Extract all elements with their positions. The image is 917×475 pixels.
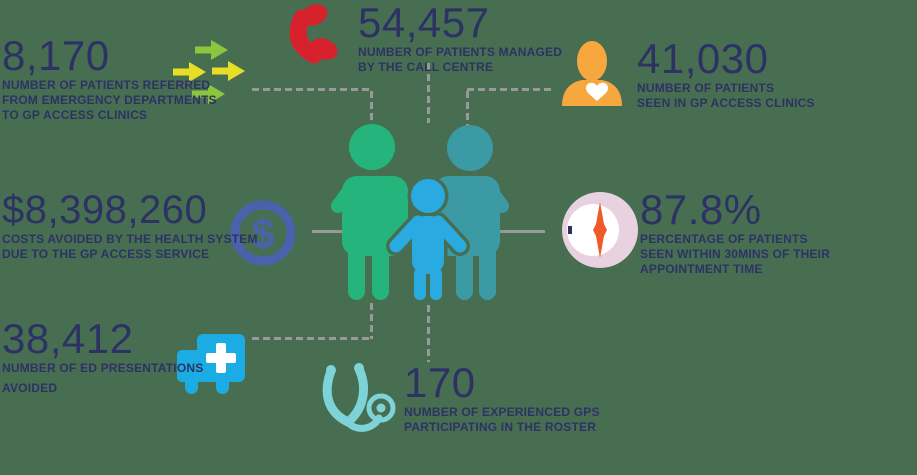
label-line: AVOIDED <box>2 381 58 395</box>
stat-costs-avoided-value: $8,398,260 <box>2 188 208 232</box>
label-line: NUMBER OF ED PRESENTATIONS <box>2 361 204 375</box>
dollar-symbol: $ <box>251 210 274 257</box>
adult-teal-figure <box>434 125 509 300</box>
label-line: PARTICIPATING IN THE ROSTER <box>404 420 597 434</box>
stat-patients-seen-label: NUMBER OF PATIENTS SEEN IN GP ACCESS CLI… <box>637 81 815 111</box>
stat-ed-avoided-value: 38,412 <box>2 315 134 362</box>
connector-callcentre-v <box>427 63 430 123</box>
stat-ed-avoided-label: NUMBER OF ED PRESENTATIONS AVOIDED <box>2 361 203 396</box>
label-line: NUMBER OF PATIENTS REFERRED <box>2 78 211 92</box>
label-line: BY THE CALL CENTRE <box>358 60 494 74</box>
label-line: DUE TO THE GP ACCESS SERVICE <box>2 247 210 261</box>
connector-gps-v <box>427 305 430 362</box>
dollar-coin-icon: $ <box>230 200 296 266</box>
connector-patients-h <box>467 88 552 91</box>
stat-costs-avoided-label: COSTS AVOIDED BY THE HEALTH SYSTEM DUE T… <box>2 232 258 262</box>
patient-heart-icon <box>562 41 622 106</box>
connector-referrals-h <box>252 88 372 91</box>
connector-referrals-v <box>370 91 373 124</box>
stat-costs-avoided: $8,398,260 COSTS AVOIDED BY THE HEALTH S… <box>2 188 258 262</box>
stat-referrals-label: NUMBER OF PATIENTS REFERRED FROM EMERGEN… <box>2 78 217 123</box>
label-line: TO GP ACCESS CLINICS <box>2 108 148 122</box>
label-line: NUMBER OF PATIENTS <box>637 81 775 95</box>
stat-seen-on-time-label: PERCENTAGE OF PATIENTS SEEN WITHIN 30MIN… <box>640 232 830 277</box>
connector-ed-h <box>252 337 373 340</box>
label-line: NUMBER OF EXPERIENCED GPS <box>404 405 600 419</box>
clock-hands <box>593 202 607 258</box>
label-line: PERCENTAGE OF PATIENTS <box>640 232 808 246</box>
stat-patients-seen-value: 41,030 <box>637 35 769 82</box>
stethoscope-icon <box>322 363 396 432</box>
heart-icon <box>586 82 608 101</box>
connector-ontime-h <box>496 230 545 233</box>
stat-call-centre-label: NUMBER OF PATIENTS MANAGED BY THE CALL C… <box>358 45 562 75</box>
stat-gps-roster-label: NUMBER OF EXPERIENCED GPS PARTICIPATING … <box>404 405 600 435</box>
stat-patients-seen: 41,030 NUMBER OF PATIENTS SEEN IN GP ACC… <box>637 35 815 111</box>
label-line: APPOINTMENT TIME <box>640 262 763 276</box>
medical-cross-icon <box>206 343 236 373</box>
ambulance-icon <box>177 334 245 394</box>
stat-referrals-value: 8,170 <box>2 32 110 79</box>
connector-costs-h <box>312 230 357 233</box>
stat-ed-avoided: 38,412 NUMBER OF ED PRESENTATIONS AVOIDE… <box>2 315 203 396</box>
stat-seen-on-time: 87.8% PERCENTAGE OF PATIENTS SEEN WITHIN… <box>640 186 830 277</box>
stat-gps-roster-value: 170 <box>404 359 476 406</box>
child-figure <box>389 179 467 300</box>
label-line: NUMBER OF PATIENTS MANAGED <box>358 45 563 59</box>
stat-call-centre-value: 54,457 <box>358 0 490 46</box>
stat-call-centre: 54,457 NUMBER OF PATIENTS MANAGED BY THE… <box>358 0 562 75</box>
phone-icon <box>289 4 338 64</box>
label-line: FROM EMERGENCY DEPARTMENTS <box>2 93 217 107</box>
label-line: COSTS AVOIDED BY THE HEALTH SYSTEM <box>2 232 258 246</box>
clock-icon <box>562 192 638 268</box>
connector-ed-v <box>370 303 373 339</box>
family-icon <box>331 124 509 304</box>
stat-gps-roster: 170 NUMBER OF EXPERIENCED GPS PARTICIPAT… <box>404 359 600 435</box>
connector-patients-v <box>466 91 469 127</box>
adult-green-figure <box>331 124 408 300</box>
label-line: SEEN WITHIN 30MINS OF THEIR <box>640 247 831 261</box>
stat-referrals: 8,170 NUMBER OF PATIENTS REFERRED FROM E… <box>2 32 217 123</box>
arrows-transfer-icon <box>173 40 245 104</box>
stat-seen-on-time-value: 87.8% <box>640 186 762 233</box>
label-line: SEEN IN GP ACCESS CLINICS <box>637 96 815 110</box>
